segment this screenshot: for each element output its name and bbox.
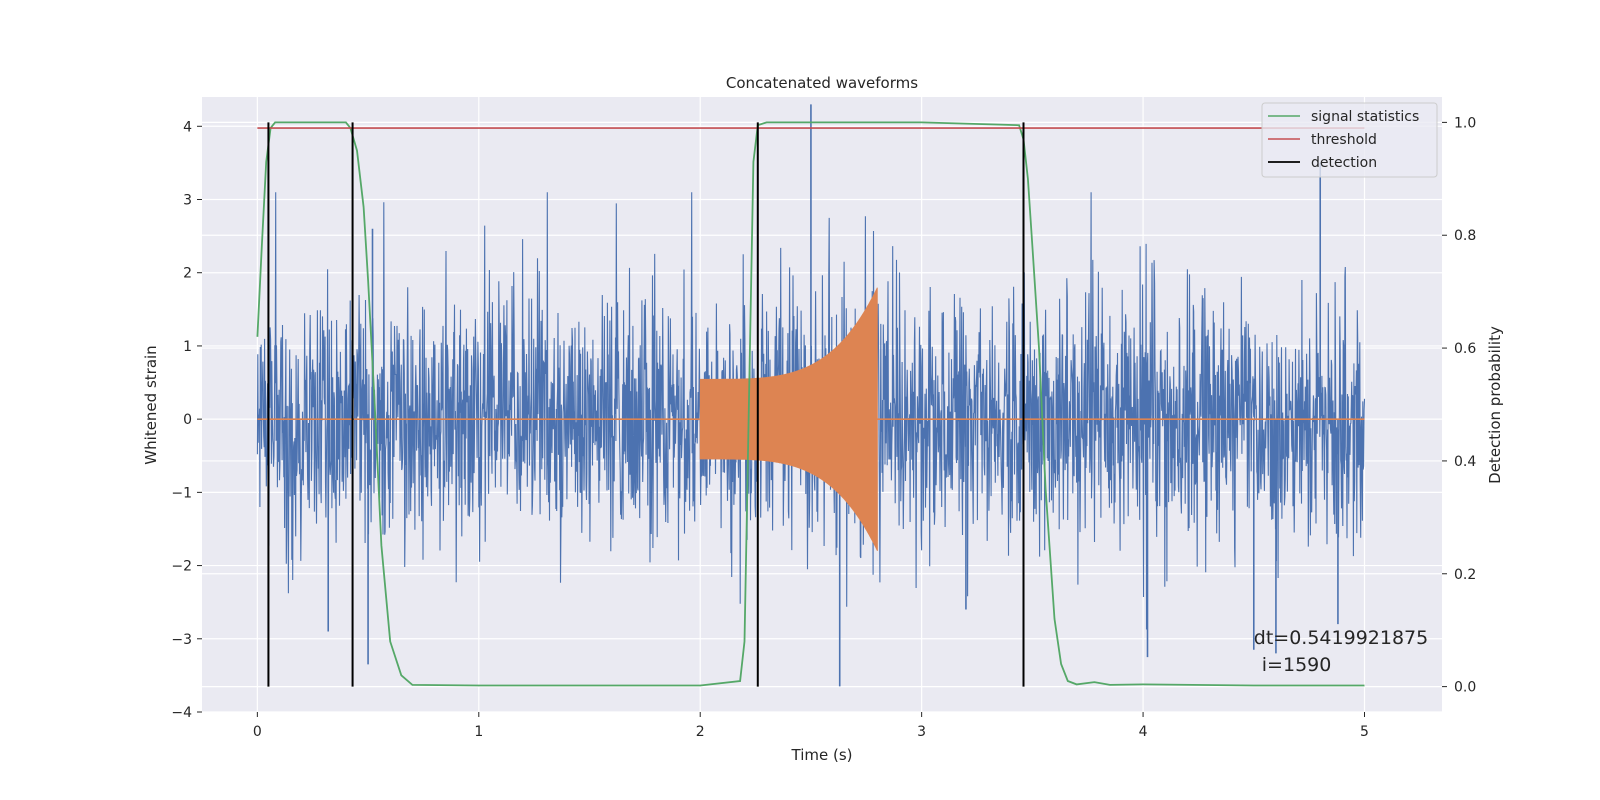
x-tick-label: 3 [917,724,926,740]
chirp-trace [699,287,878,551]
legend-label-threshold: threshold [1311,132,1377,148]
x-tick-label: 4 [1139,724,1148,740]
y-axis-label: Whitened strain [142,345,160,464]
legend: signal statistics threshold detection [1261,102,1438,178]
y-tick-label: 2 [183,266,192,282]
y-tick-label: −4 [171,705,192,721]
y2-tick-label: 0.8 [1454,228,1476,244]
legend-box [1261,102,1438,178]
strain-series [256,104,1366,687]
y2-tick-label: 1.0 [1454,115,1476,131]
legend-label-signal-statistics: signal statistics [1311,109,1419,125]
annotation-dt: dt=0.5419921875 [1254,627,1428,649]
legend-label-detection: detection [1311,155,1377,171]
axes: 0 1 2 3 4 5 −4 −3 −2 −1 0 1 2 3 4 0.0 0.2 0.4 0.6 0.8 1.0 [171,115,1476,740]
y-tick-label: −2 [171,559,192,575]
x-axis-label: Time (s) [791,746,853,764]
x-tick-label: 5 [1360,724,1369,740]
y2-tick-label: 0.0 [1454,680,1476,696]
signal-statistics-line [256,121,1365,687]
annotation-index: i=1590 [1262,654,1332,676]
y-tick-label: −3 [171,632,192,648]
chirp-series [257,287,1365,551]
y2-tick-label: 0.4 [1454,454,1476,470]
y-tick-label: −1 [171,485,192,501]
chart-title: Concatenated waveforms [726,74,918,92]
x-tick-label: 0 [253,724,262,740]
y-tick-label: 3 [183,193,192,209]
detection-series [267,122,1025,687]
y2-axis-label: Detection probability [1486,326,1504,484]
y-tick-label: 4 [183,119,192,135]
y2-tick-label: 0.2 [1454,567,1476,583]
signal-statistics-series [256,121,1365,687]
y2-tick-label: 0.6 [1454,341,1476,357]
y-tick-label: 1 [183,339,192,355]
y-tick-label: 0 [183,412,192,428]
x-tick-label: 1 [474,724,483,740]
x-tick-label: 2 [696,724,705,740]
